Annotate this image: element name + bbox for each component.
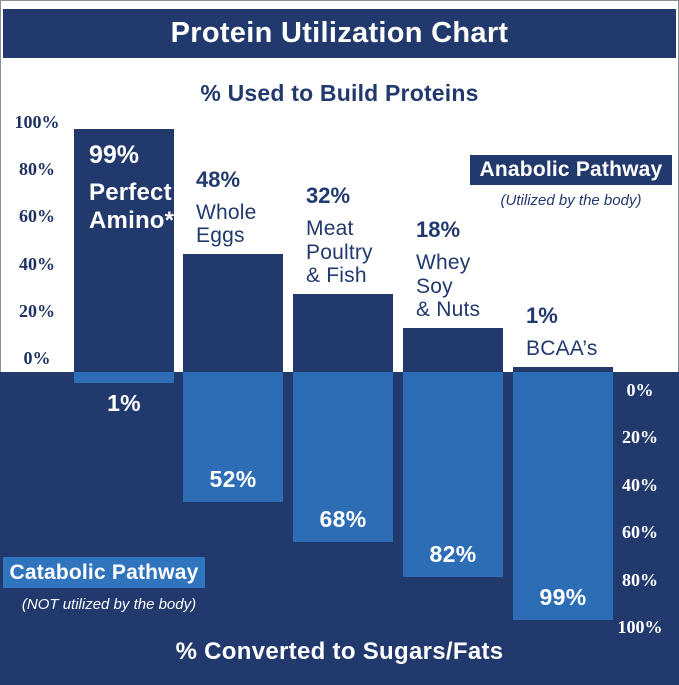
- category-label: Whey Soy & Nuts: [416, 250, 481, 322]
- catabolic-bar: [403, 372, 503, 577]
- right-axis-tick: 80%: [622, 569, 658, 590]
- page-title: Protein Utilization Chart: [170, 17, 509, 49]
- right-axis-tick: 20%: [622, 427, 658, 448]
- catabolic-value-label: 68%: [319, 506, 367, 532]
- catabolic-value-label: 82%: [429, 541, 477, 567]
- anabolic-pathway-badge: Anabolic Pathway: [470, 155, 672, 185]
- anabolic-value-label: 18%: [416, 216, 461, 242]
- anabolic-bar-label: 32% Meat Poultry & Fish: [306, 183, 373, 288]
- right-axis-tick: 0%: [626, 380, 654, 400]
- left-axis-tick: 100%: [14, 112, 60, 132]
- right-axis-tick: 40%: [622, 474, 658, 495]
- anabolic-pathway-caption: (Utilized by the body): [500, 192, 642, 209]
- anabolic-section-title: % Used to Build Proteins: [200, 80, 479, 106]
- catabolic-bar: [183, 372, 283, 502]
- anabolic-value-label: 1%: [526, 303, 558, 329]
- anabolic-bar: [513, 367, 613, 372]
- anabolic-bar-label: 1% BCAA’s: [526, 303, 598, 361]
- catabolic-bar: [513, 372, 613, 620]
- anabolic-bar-label: 48% Whole Eggs: [196, 167, 257, 248]
- category-label: Meat Poultry & Fish: [306, 216, 373, 288]
- left-axis-tick: 80%: [19, 159, 55, 180]
- right-axis-tick: 60%: [622, 522, 658, 543]
- left-axis-tick: 20%: [19, 300, 55, 321]
- anabolic-bar-label: 18% Whey Soy & Nuts: [416, 217, 480, 322]
- catabolic-bar: [74, 372, 174, 383]
- catabolic-bar: [293, 372, 393, 542]
- catabolic-value-label: 99%: [539, 584, 587, 610]
- anabolic-bar: [403, 328, 503, 372]
- catabolic-pathway-label: Catabolic Pathway: [9, 560, 199, 584]
- anabolic-bar: [293, 294, 393, 372]
- anabolic-pathway-label: Anabolic Pathway: [479, 158, 663, 181]
- anabolic-value-label: 99%: [89, 141, 140, 169]
- catabolic-section-title: % Converted to Sugars/Fats: [175, 638, 504, 665]
- anabolic-value-label: 32%: [306, 182, 351, 208]
- catabolic-pathway-badge: Catabolic Pathway: [3, 557, 205, 588]
- category-label: BCAA’s: [526, 337, 598, 361]
- anabolic-bar-label: 99% Perfect Amino*: [89, 141, 174, 236]
- anabolic-bar: [74, 129, 174, 372]
- anabolic-bar: [183, 254, 283, 372]
- catabolic-pathway-caption: (NOT utilized by the body): [21, 596, 197, 613]
- anabolic-value-label: 48%: [196, 166, 241, 192]
- chart-title-banner: Protein Utilization Chart: [3, 9, 676, 58]
- catabolic-value-label: 1%: [107, 390, 141, 416]
- catabolic-value-label: 52%: [209, 466, 257, 492]
- left-axis-tick: 40%: [19, 253, 55, 274]
- category-label: Whole Eggs: [196, 200, 257, 248]
- right-axis-tick: 100%: [617, 617, 663, 637]
- left-axis-tick: 60%: [19, 206, 55, 227]
- left-axis-tick: 0%: [23, 348, 51, 368]
- category-label: Perfect Amino*: [89, 179, 175, 235]
